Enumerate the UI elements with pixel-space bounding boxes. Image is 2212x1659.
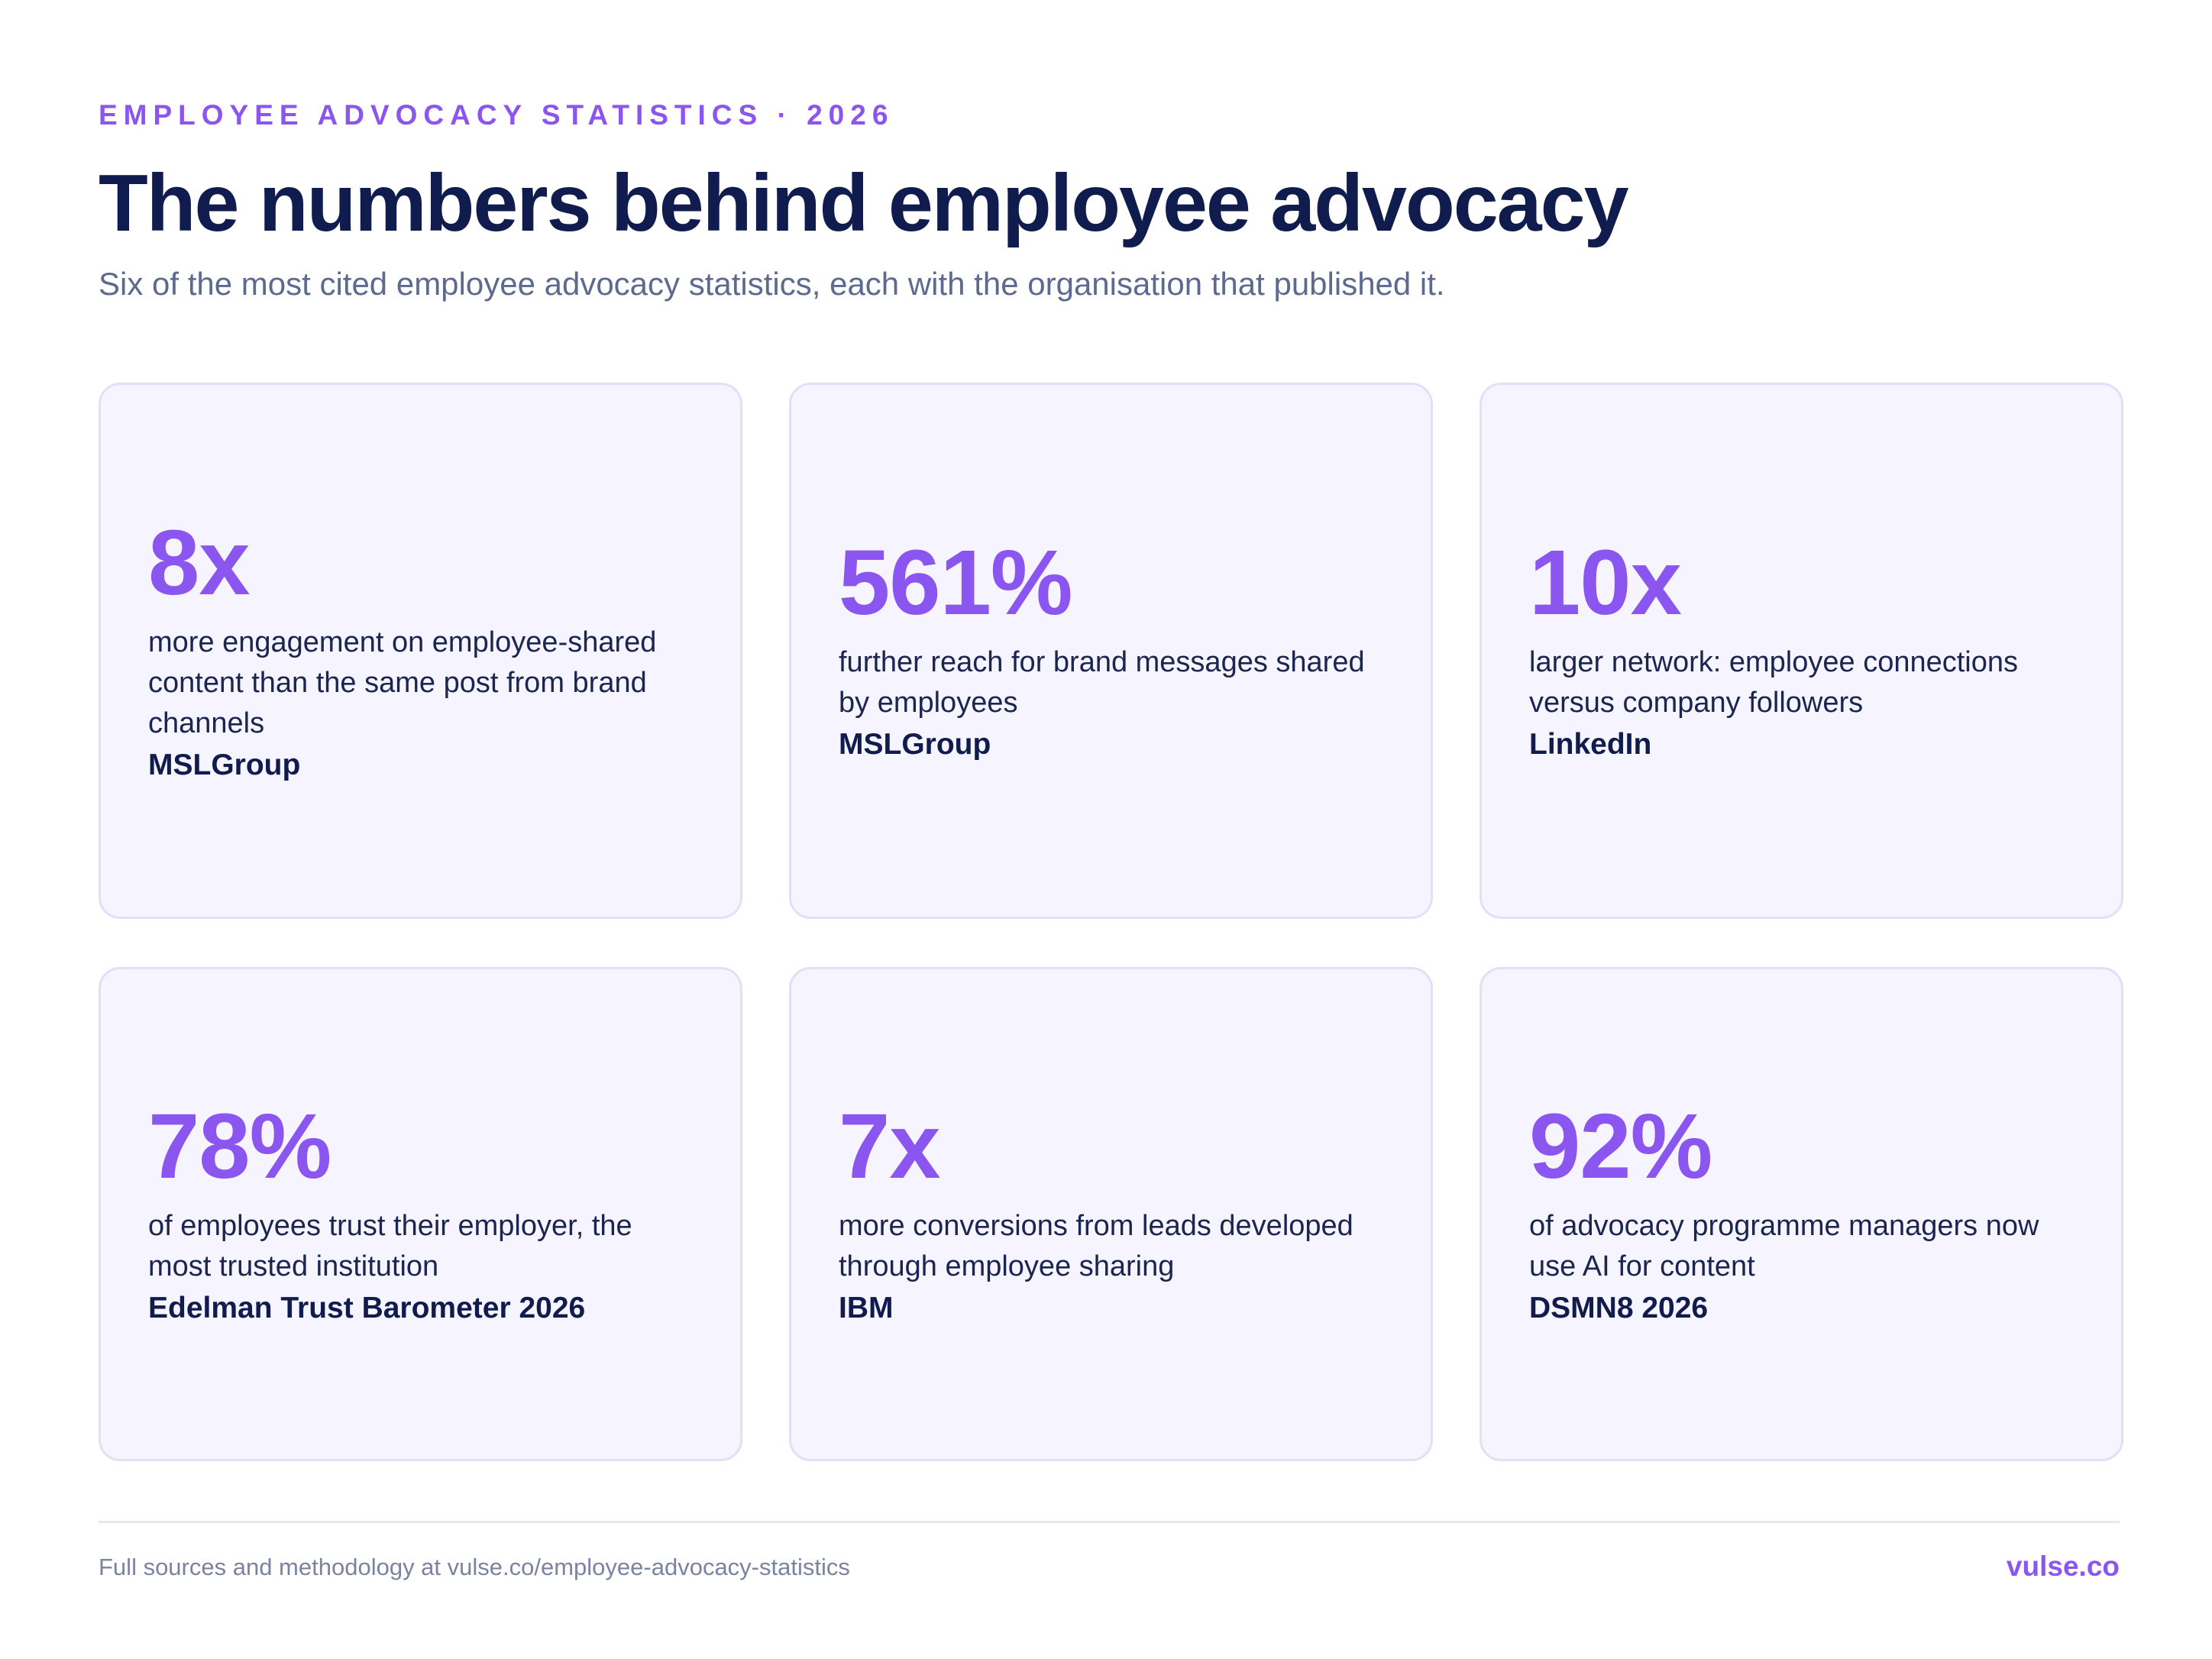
stat-description: further reach for brand messages shared … (839, 646, 1365, 719)
stat-description: of employees trust their employer, the m… (148, 1209, 632, 1282)
stat-card-network: 10x larger network: employee connections… (1480, 383, 2123, 919)
stat-source: Edelman Trust Barometer 2026 (148, 1291, 586, 1324)
stat-card-reach: 561% further reach for brand messages sh… (789, 383, 1433, 919)
stat-card-ai-usage: 92% of advocacy programme managers now u… (1480, 967, 2123, 1461)
stat-description: larger network: employee connections ver… (1529, 646, 2019, 719)
sources-note: Full sources and methodology at vulse.co… (99, 1554, 850, 1580)
footer-divider (99, 1521, 2120, 1523)
stat-value: 78% (148, 1093, 331, 1198)
stat-source: MSLGroup (839, 728, 991, 761)
stat-card-trust: 78% of employees trust their employer, t… (99, 967, 742, 1461)
stat-source: LinkedIn (1529, 728, 1652, 761)
stat-value: 92% (1529, 1093, 1712, 1198)
stat-description: of advocacy programme managers now use A… (1529, 1209, 2039, 1282)
infographic-page: EMPLOYEE ADVOCACY STATISTICS · 2026 The … (99, 0, 2123, 1659)
stat-value: 561% (839, 530, 1072, 634)
stat-source: DSMN8 2026 (1529, 1291, 1709, 1324)
stat-value: 10x (1529, 530, 1682, 634)
stat-card-engagement: 8x more engagement on employee-shared co… (99, 383, 742, 919)
page-title: The numbers behind employee advocacy (99, 158, 1629, 248)
stat-description: more conversions from leads developed th… (839, 1209, 1353, 1282)
stat-value: 7x (839, 1093, 941, 1198)
page-subtitle: Six of the most cited employee advocacy … (99, 266, 1445, 302)
eyebrow-label: EMPLOYEE ADVOCACY STATISTICS · 2026 (99, 99, 894, 131)
stat-source: IBM (839, 1291, 894, 1324)
stat-description: more engagement on employee-shared conte… (148, 626, 657, 739)
stat-source: MSLGroup (148, 748, 301, 781)
stat-card-conversions: 7x more conversions from leads developed… (789, 967, 1433, 1461)
stat-value: 8x (148, 509, 251, 614)
brand-logo-text: vulse.co (2006, 1551, 2120, 1582)
